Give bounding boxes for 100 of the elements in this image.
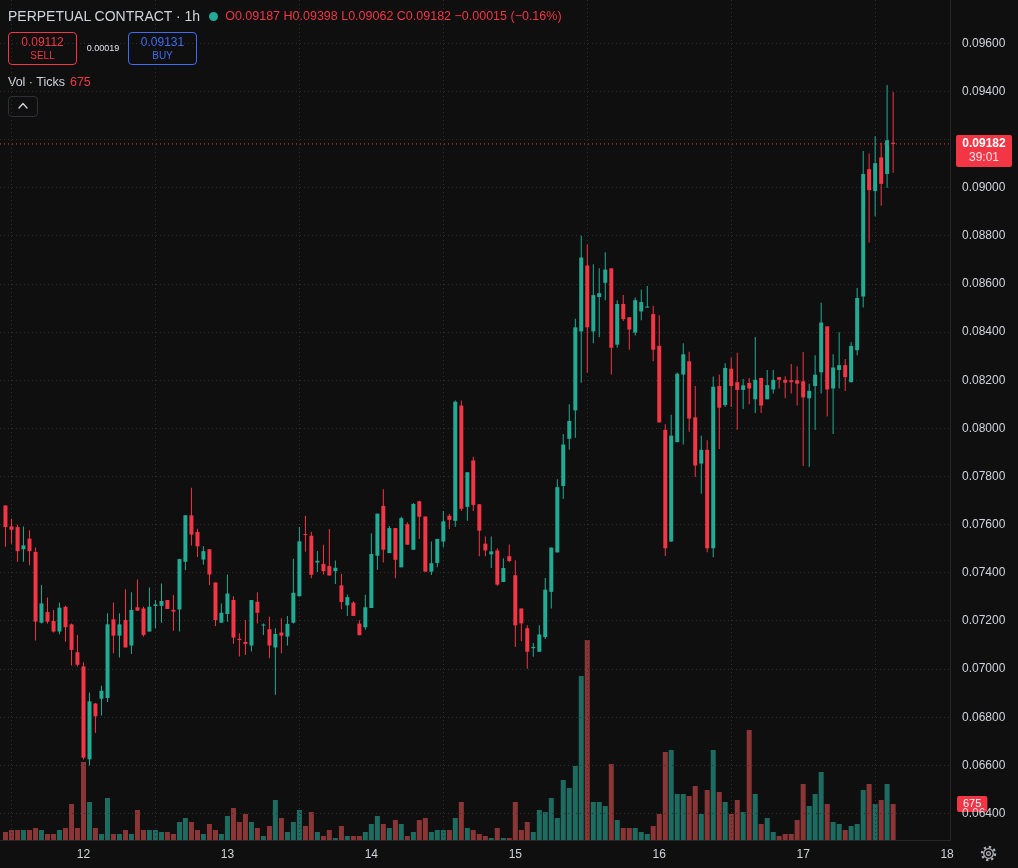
- bar: [128, 834, 134, 840]
- annotation: Vol · Ticks: [8, 75, 65, 89]
- bar: [20, 830, 26, 840]
- candlestick: [159, 583, 164, 623]
- bar: [92, 828, 98, 840]
- y-tick-label: 0.08200: [962, 372, 1006, 387]
- x-tick-label: 17: [796, 846, 811, 861]
- y-tick-label: 0.06800: [962, 709, 1006, 724]
- bar: [404, 836, 410, 840]
- text: PERPETUAL CONTRACT · 1h: [8, 8, 201, 24]
- bar: [200, 834, 206, 840]
- bar: [722, 802, 728, 840]
- candlestick: [597, 268, 602, 338]
- annotation: 0.09131: [139, 35, 186, 49]
- x-tick-label: 15: [508, 846, 523, 861]
- bar: [278, 818, 284, 840]
- bar: [614, 820, 620, 840]
- bar: [752, 794, 758, 840]
- candlestick: [303, 515, 308, 552]
- bar: [87, 802, 93, 840]
- candlestick: [171, 594, 176, 631]
- y-tick-label: 0.07200: [962, 613, 1006, 628]
- bar: [878, 800, 884, 840]
- bar: [123, 830, 129, 840]
- bar: [698, 814, 704, 840]
- y-tick-label: 0.07400: [962, 565, 1006, 580]
- bar: [254, 828, 260, 840]
- bar: [38, 830, 44, 840]
- y-tick-label: 0.08000: [962, 420, 1006, 435]
- bar: [872, 804, 878, 840]
- bar: [866, 784, 872, 840]
- annotation: 0.00019: [85, 42, 121, 54]
- bar: [710, 750, 716, 840]
- annotation: BUY: [151, 49, 174, 62]
- candlestick: [153, 600, 158, 629]
- bar: [338, 826, 344, 840]
- x-tick-label: 13: [220, 846, 235, 861]
- bar: [386, 828, 392, 840]
- x-tick-label: 12: [76, 846, 91, 861]
- bar: [116, 834, 122, 840]
- text: 675: [963, 797, 982, 810]
- y-tick-label: 0.08800: [962, 228, 1006, 243]
- bar: [452, 818, 458, 840]
- candlestick: [837, 332, 842, 389]
- bar: [410, 832, 416, 840]
- annotation: 0.09112: [20, 35, 65, 49]
- y-tick-label: 0.07600: [962, 517, 1006, 532]
- bar: [260, 836, 266, 840]
- bar: [584, 640, 590, 840]
- bar: [56, 830, 62, 840]
- candlestick: [279, 618, 284, 654]
- buy-button: 0.09131 BUY: [128, 32, 197, 65]
- y-tick-label: 0.09600: [962, 35, 1006, 50]
- candlestick: [789, 363, 794, 394]
- y-tick-label: 0.09000: [962, 180, 1006, 195]
- bar: [464, 828, 470, 840]
- bar: [740, 812, 746, 840]
- x-tick-label: 14: [364, 846, 379, 861]
- candlestick: [489, 536, 494, 569]
- annotation: SELL: [29, 49, 56, 62]
- candlestick: [261, 623, 266, 635]
- bar: [716, 792, 722, 840]
- x-tick-label: 18: [940, 846, 955, 861]
- bar: [758, 824, 764, 840]
- bar: [266, 826, 272, 840]
- bar: [458, 802, 464, 840]
- bar: [494, 828, 500, 840]
- bar: [704, 790, 710, 840]
- y-tick-label: 0.06600: [962, 757, 1006, 772]
- candlestick: [735, 352, 740, 430]
- text: 39:01: [968, 150, 1000, 165]
- bar: [392, 820, 398, 840]
- y-tick-label: 0.08400: [962, 324, 1006, 339]
- bar: [380, 824, 386, 840]
- bar: [314, 832, 320, 840]
- sell-button: 0.09112 SELL: [8, 32, 77, 65]
- bar: [746, 730, 752, 840]
- annotation: O0.09187 H0.09398 L0.09062 C0.09182 −0.00015 (−0.16%): [225, 9, 562, 23]
- x-tick-label: 16: [652, 846, 667, 861]
- bar: [608, 764, 614, 840]
- bar: [446, 830, 452, 840]
- candlestick: [21, 526, 26, 562]
- y-tick-label: 0.07000: [962, 661, 1006, 676]
- y-tick-label: 0.07800: [962, 468, 1006, 483]
- y-tick-label: 0.08600: [962, 276, 1006, 291]
- bar: [344, 836, 350, 840]
- bar: [248, 822, 254, 840]
- candlestick: [795, 366, 800, 406]
- bar: [398, 824, 404, 840]
- y-tick-label: 0.09400: [962, 83, 1006, 98]
- bar: [884, 784, 890, 840]
- bar: [110, 834, 116, 840]
- bar: [272, 800, 278, 840]
- bar: [890, 804, 896, 840]
- ref-line-label: 0.09182: [962, 136, 1007, 151]
- candlestick: [645, 285, 650, 308]
- candlestick: [243, 620, 248, 655]
- candlestick: [807, 383, 812, 467]
- annotation: 675: [69, 75, 91, 89]
- bar: [824, 804, 830, 840]
